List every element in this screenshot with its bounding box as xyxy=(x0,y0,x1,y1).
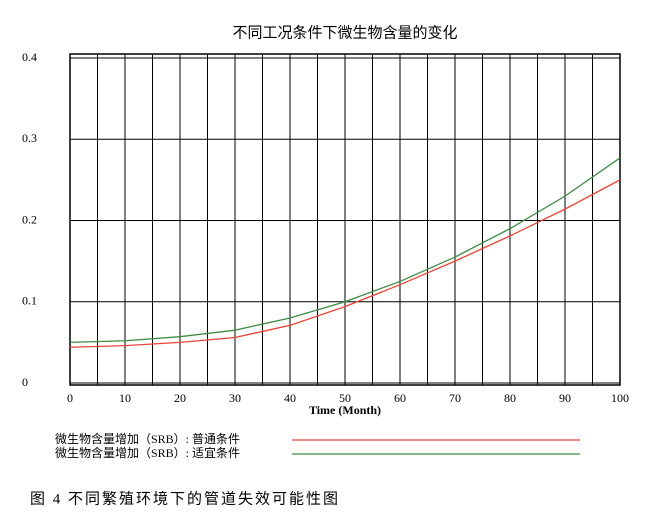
x-tick-label: 100 xyxy=(611,391,629,405)
y-tick-label: 0.1 xyxy=(22,294,37,308)
x-tick-label: 80 xyxy=(504,391,516,405)
x-tick-label: 70 xyxy=(449,391,461,405)
y-tick-label: 0.2 xyxy=(22,212,37,226)
legend-label: 微生物含量增加（SRB）: 适宜条件 xyxy=(55,445,240,460)
x-tick-label: 40 xyxy=(284,391,296,405)
x-tick-label: 60 xyxy=(394,391,406,405)
x-tick-label: 50 xyxy=(339,391,351,405)
x-tick-label: 20 xyxy=(174,391,186,405)
y-tick-label: 0.3 xyxy=(22,131,37,145)
x-tick-label: 30 xyxy=(229,391,241,405)
series-line xyxy=(69,179,621,348)
series-line xyxy=(69,157,621,344)
y-tick-label: 0.4 xyxy=(22,50,37,64)
x-tick-label: 10 xyxy=(119,391,131,405)
caption: 图 4 不同繁殖环境下的管道失效可能性图 xyxy=(30,489,340,507)
x-axis-label: Time (Month) xyxy=(309,403,381,417)
x-tick-label: 90 xyxy=(559,391,571,405)
chart-title: 不同工况条件下微生物含量的变化 xyxy=(232,24,457,41)
x-tick-label: 0 xyxy=(67,391,73,405)
legend-label: 微生物含量增加（SRB）: 普通条件 xyxy=(55,431,240,446)
y-tick-label: 0 xyxy=(22,375,28,389)
